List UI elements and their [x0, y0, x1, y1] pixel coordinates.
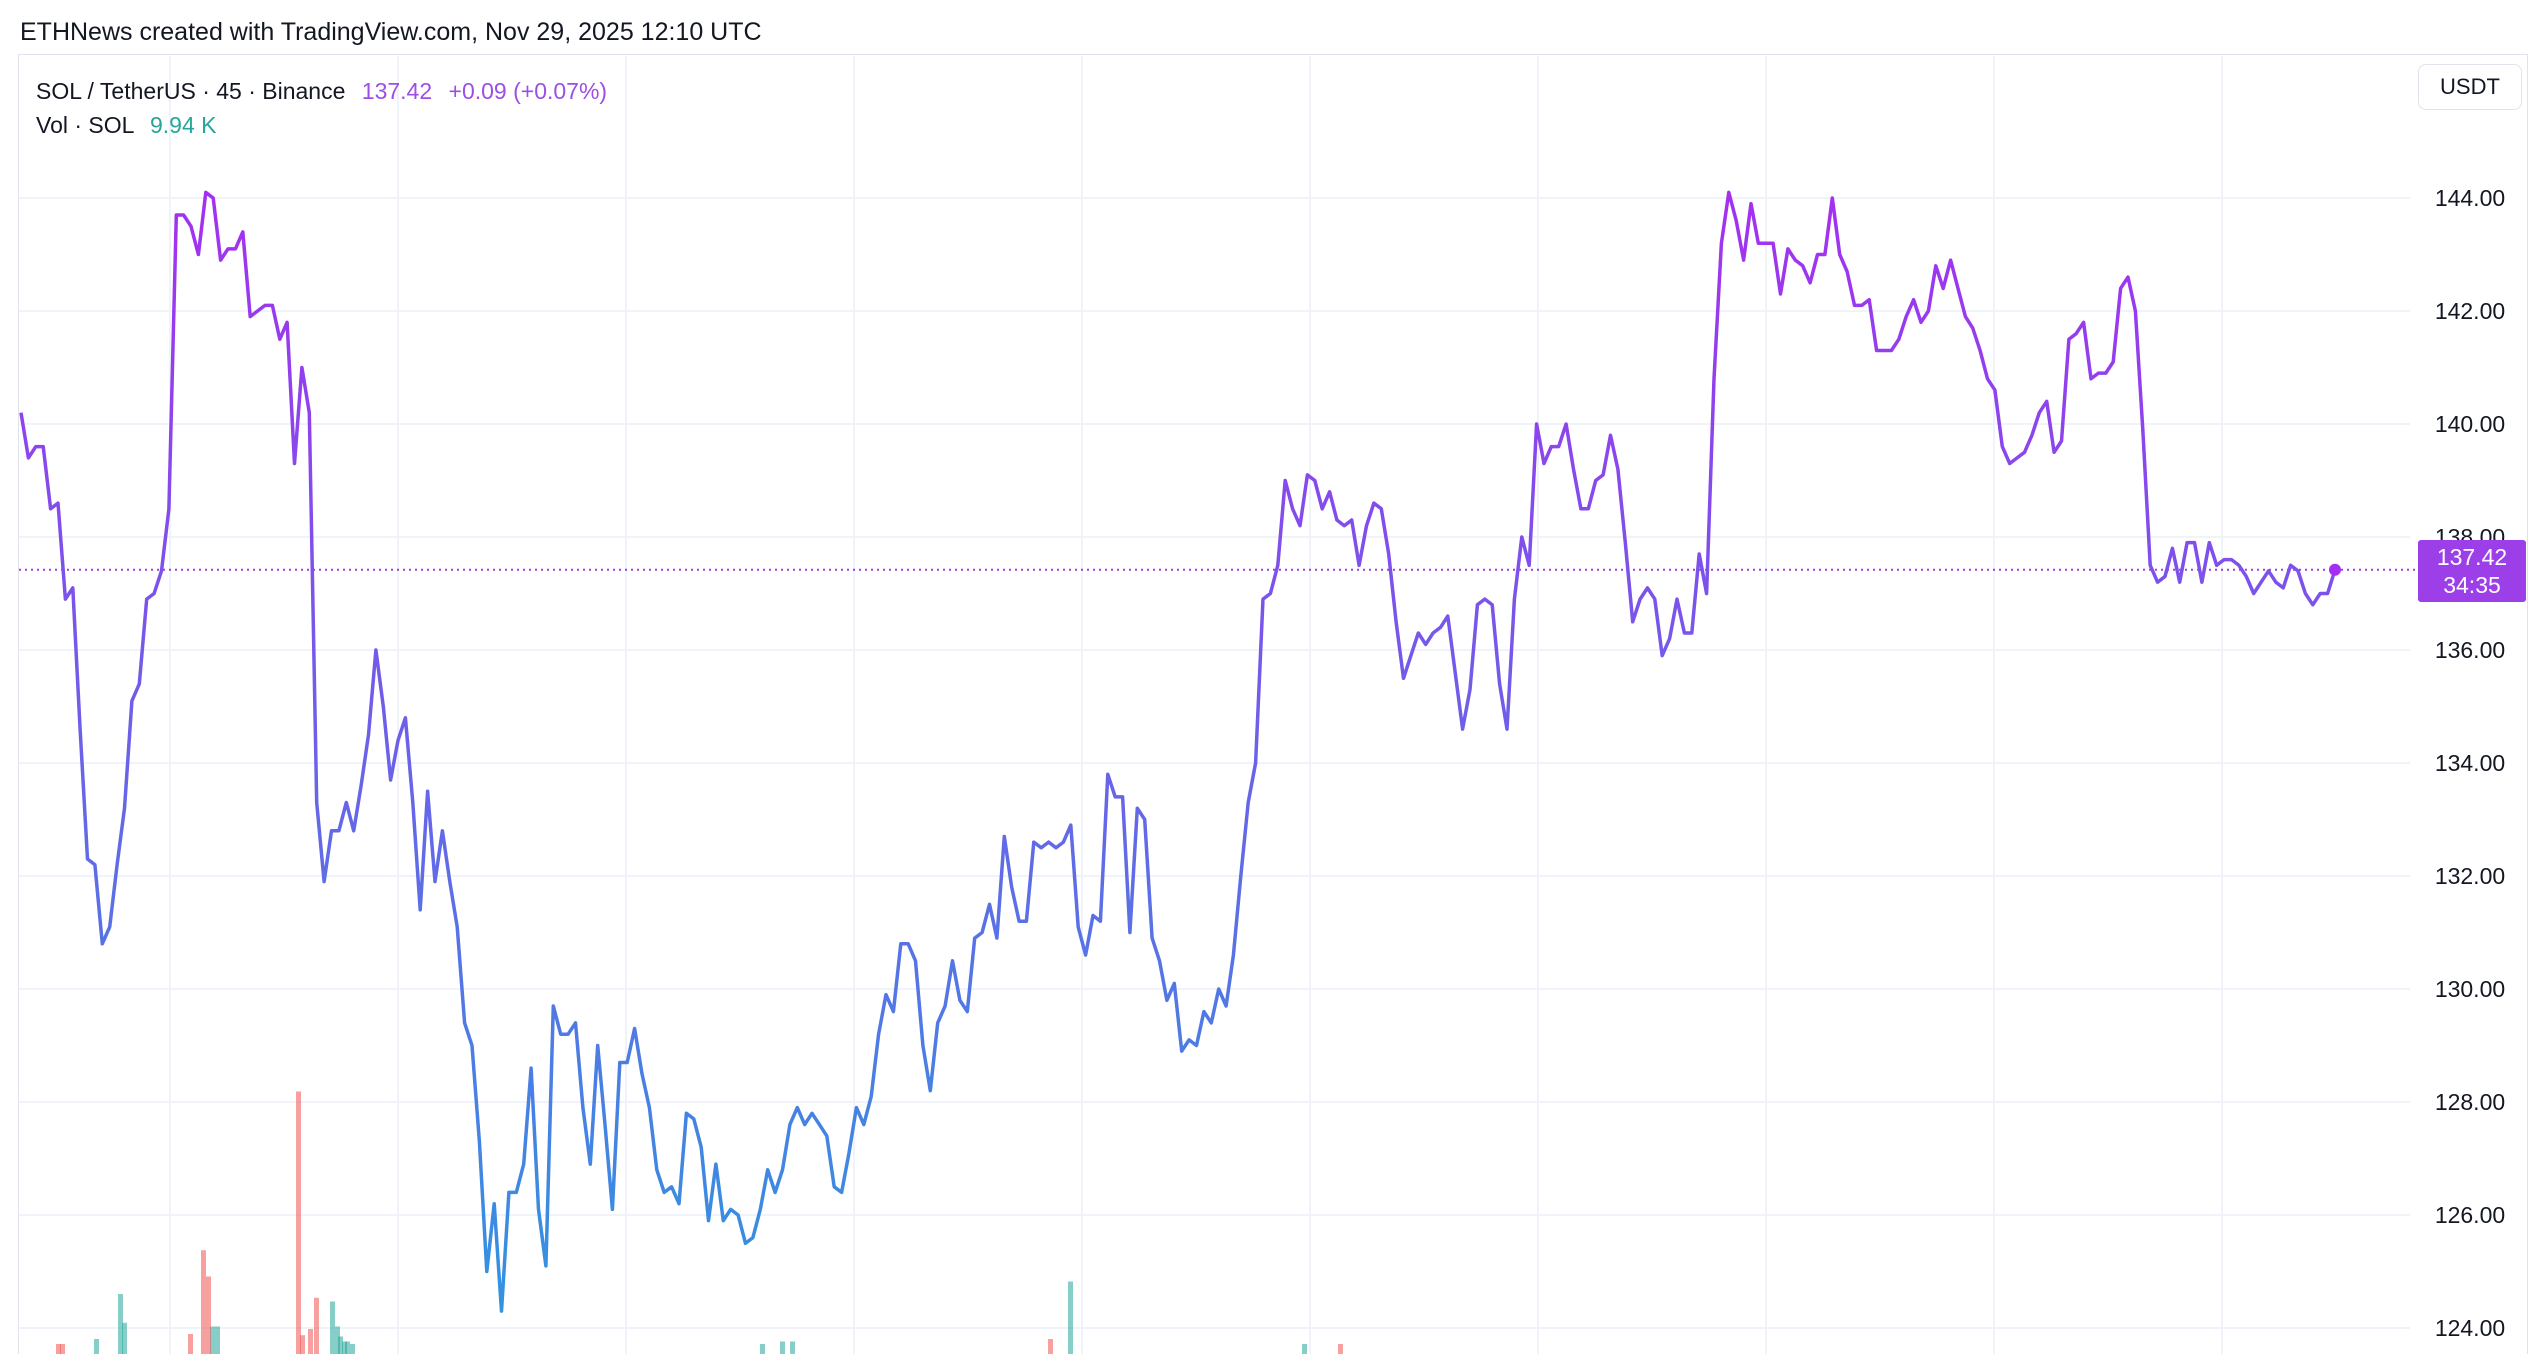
y-tick-label: 142.00	[2435, 298, 2505, 324]
header-text: ETHNews created with TradingView.com, No…	[20, 18, 762, 46]
price-tag-countdown: 34:35	[2443, 571, 2501, 598]
volume-bar-up	[1068, 1281, 1073, 1354]
legend-volume-label[interactable]: Vol · SOL	[36, 112, 134, 138]
volume-bar-up	[94, 1339, 99, 1354]
volume-bar-up	[1302, 1344, 1307, 1354]
y-tick-label: 140.00	[2435, 411, 2505, 437]
legend-volume-value: 9.94 K	[149, 112, 217, 138]
volume-bar-up	[335, 1326, 340, 1354]
volume-bar-up	[780, 1341, 785, 1354]
price-tag-value: 137.42	[2436, 543, 2508, 570]
volume-bar-down	[188, 1334, 193, 1354]
last-price-dot	[2329, 563, 2341, 576]
volume-bar-down	[314, 1297, 319, 1354]
volume-bar-up	[122, 1322, 127, 1354]
currency-button[interactable]: USDT	[2418, 64, 2522, 110]
volume-bar-down	[201, 1250, 206, 1354]
volume-bar-down	[296, 1091, 301, 1354]
y-tick-label: 144.00	[2435, 185, 2505, 211]
volume-bar-up	[350, 1344, 355, 1354]
volume-bar-up	[338, 1336, 343, 1354]
volume-bar-up	[215, 1326, 220, 1354]
volume-bar-down	[60, 1344, 65, 1354]
volume-bar-up	[210, 1326, 215, 1354]
current-price-tag: 137.42 34:35	[2418, 539, 2526, 602]
y-tick-label: 134.00	[2435, 750, 2505, 776]
y-tick-label: 126.00	[2435, 1202, 2505, 1228]
legend-symbol[interactable]: SOL / TetherUS · 45 · Binance	[36, 78, 346, 104]
volume-bar-up	[342, 1341, 347, 1354]
price-series-line	[19, 190, 2337, 1313]
chart-frame[interactable]	[18, 54, 2528, 1354]
volume-bar-down	[1338, 1344, 1343, 1354]
volume-bar-up	[760, 1344, 765, 1354]
volume-bar-down	[300, 1335, 305, 1354]
volume-bar-down	[206, 1276, 211, 1354]
y-tick-label: 132.00	[2435, 863, 2505, 889]
y-tick-label: 136.00	[2435, 637, 2505, 663]
legend-volume-row: Vol · SOL 9.94 K	[36, 108, 607, 142]
price-axis[interactable]: 124.00 126.00 128.00 130.00 132.00 134.00 136.…	[2435, 185, 2505, 1341]
legend-change: +0.09 (+0.07%)	[448, 78, 608, 104]
y-tick-label: 130.00	[2435, 976, 2505, 1002]
y-tick-label: 124.00	[2435, 1315, 2505, 1341]
volume-bar-up	[118, 1294, 123, 1354]
chart-legend: SOL / TetherUS · 45 · Binance 137.42 +0.…	[36, 74, 607, 142]
chart-header: ETHNews created with TradingView.com, No…	[20, 18, 762, 47]
volume-bar-up	[330, 1301, 335, 1354]
volume-bar-down	[1048, 1339, 1053, 1354]
y-tick-label: 128.00	[2435, 1089, 2505, 1115]
legend-last-price: 137.42	[361, 78, 433, 104]
legend-symbol-row: SOL / TetherUS · 45 · Binance 137.42 +0.…	[36, 74, 607, 108]
grid-lines	[19, 56, 2410, 1354]
volume-bar-up	[345, 1341, 350, 1354]
volume-bar-up	[790, 1341, 795, 1354]
volume-bars	[56, 1091, 1343, 1354]
volume-bar-down	[56, 1344, 61, 1354]
volume-bar-down	[308, 1329, 313, 1354]
